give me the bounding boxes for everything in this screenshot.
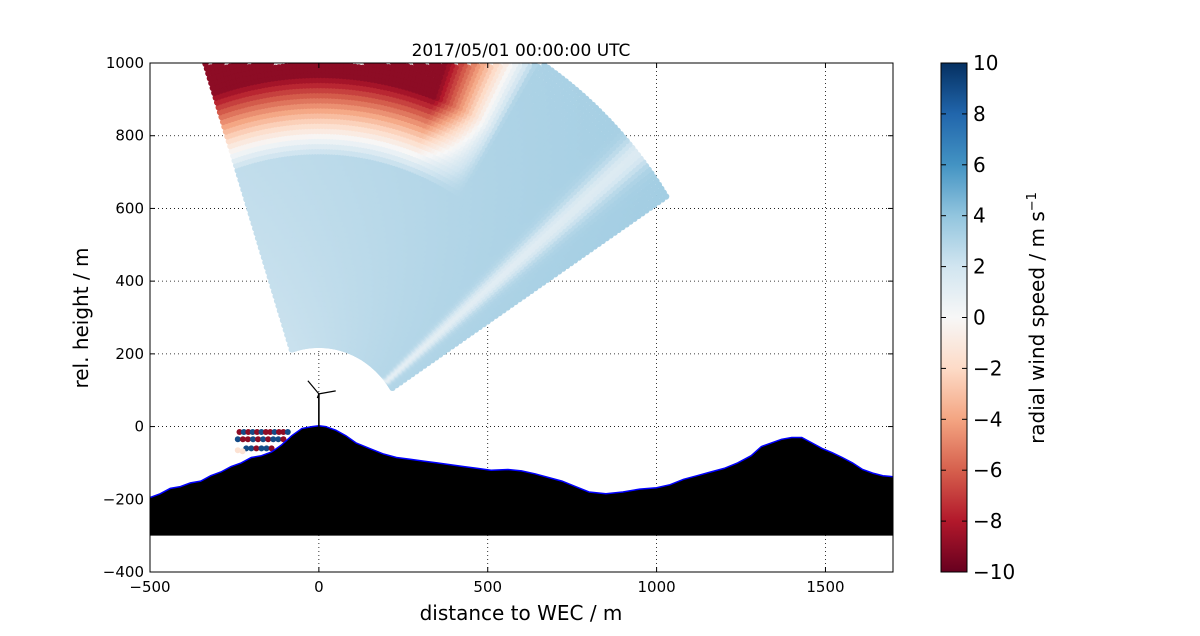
scan-point [457, 63, 465, 68]
radial-wind-scan [202, 63, 670, 391]
scan-point [479, 63, 487, 67]
scan-point [521, 63, 528, 68]
scan-point [470, 63, 477, 68]
scan-point [512, 63, 519, 68]
scan-point [502, 63, 509, 68]
